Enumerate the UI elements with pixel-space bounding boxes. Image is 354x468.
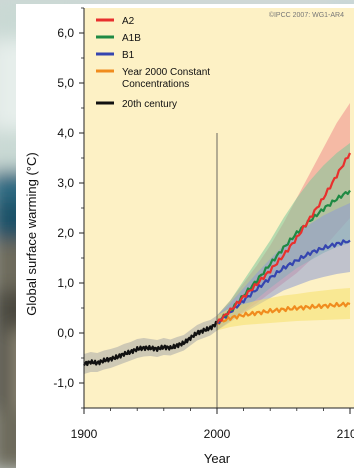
x-tick-label: 2000 bbox=[204, 427, 231, 441]
legend-item-b1: B1 bbox=[96, 50, 135, 61]
y-tick-label: 3,0 bbox=[57, 176, 74, 190]
y-axis-title: Global surface warming (°C) bbox=[24, 152, 39, 315]
x-axis-title: Year bbox=[204, 451, 231, 466]
legend-label: B1 bbox=[122, 50, 135, 61]
legend-label: Concentrations bbox=[122, 79, 189, 90]
20th-century-line bbox=[83, 320, 218, 367]
y-tick-label: 0,0 bbox=[57, 326, 74, 340]
x-axis-ticks: 1900 2000 2100 bbox=[71, 408, 354, 441]
y-tick-label: 4,0 bbox=[57, 126, 74, 140]
series-lines bbox=[83, 152, 352, 367]
x-tick-label: 2100 bbox=[337, 427, 354, 441]
y-tick-label: 6,0 bbox=[57, 26, 74, 40]
year-2000-constant-concentrations-line bbox=[216, 301, 351, 325]
y-tick-label: 2,0 bbox=[57, 226, 74, 240]
a2-line bbox=[216, 152, 352, 324]
legend-item-a1b: A1B bbox=[96, 33, 141, 44]
legend-item-a2: A2 bbox=[96, 16, 135, 27]
legend-label: A2 bbox=[122, 16, 135, 27]
legend-label: Year 2000 Constant bbox=[122, 67, 210, 78]
y-tick-label: -1,0 bbox=[53, 376, 74, 390]
ipcc-credit: ©IPCC 2007: WG1-AR4 bbox=[269, 11, 344, 19]
legend-label: A1B bbox=[122, 33, 141, 44]
legend-item-20th-century: 20th century bbox=[96, 99, 177, 110]
y-tick-label: 1,0 bbox=[57, 276, 74, 290]
y-axis-ticks: -1,0 0,0 1,0 2,0 3,0 4,0 5,0 6,0 bbox=[53, 7, 84, 409]
legend-label: 20th century bbox=[122, 99, 177, 110]
b1-line bbox=[216, 239, 351, 325]
x-tick-label: 1900 bbox=[71, 427, 98, 441]
y-tick-label: 5,0 bbox=[57, 76, 74, 90]
